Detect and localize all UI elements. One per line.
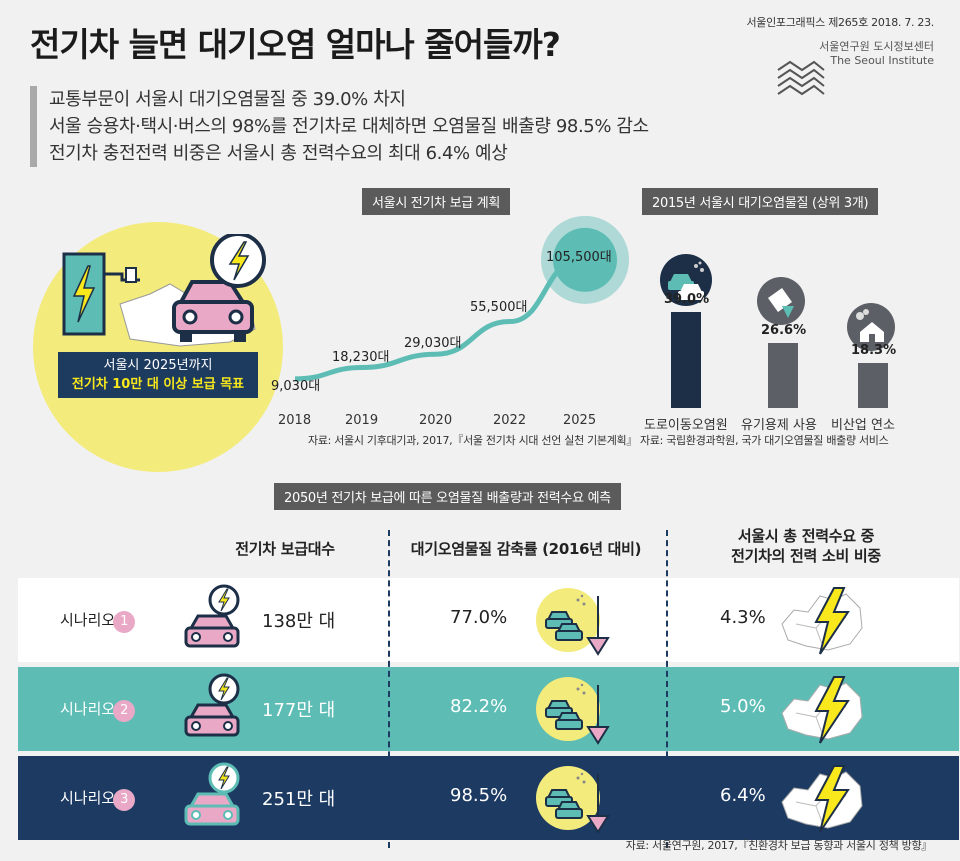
seoul-institute-logo-icon: [777, 60, 825, 96]
scenario-number-badge: 2: [113, 700, 136, 722]
scenario-power-value: 5.0%: [720, 696, 766, 717]
institute-name-en: The Seoul Institute: [830, 54, 934, 67]
pollution-value-label: 26.6%: [761, 322, 807, 338]
scenario-label: 시나리오 3: [60, 787, 136, 811]
scenario-cars-value: 138만 대: [262, 611, 336, 632]
plan-year-label: 2020: [419, 413, 453, 428]
scenario-reduction-value: 98.5%: [450, 785, 508, 806]
scenario-number-badge: 1: [113, 611, 136, 633]
emission-down-icon: [536, 677, 610, 745]
plan-year-label: 2018: [278, 413, 312, 428]
plan-value-label: 105,500대: [546, 249, 612, 265]
pollution-bar: [768, 342, 798, 408]
col-header-power-l2: 전기차의 전력 소비 비중: [731, 547, 881, 565]
pollution-chart-title: 2015년 서울시 대기오염물질 (상위 3개): [642, 188, 879, 215]
plan-value-label: 18,230대: [332, 349, 390, 365]
pollution-category-label: 도로이동오염원: [644, 418, 728, 433]
goal-line-2: 전기차 10만 대 이상 보급 목표: [71, 377, 245, 392]
pollution-value-label: 18.3%: [851, 343, 897, 359]
col-header-cars: 전기차 보급대수: [235, 540, 335, 558]
plan-year-label: 2022: [493, 413, 527, 428]
scenario-label-text: 시나리오: [60, 611, 116, 629]
ev-car-icon: [184, 762, 240, 826]
solvent-bucket-icon: [757, 277, 805, 325]
pollution-bar: [858, 363, 888, 408]
plan-year-label: 2019: [345, 413, 379, 428]
pollution-value-label: 39.0%: [664, 292, 710, 308]
scenario-label: 시나리오 2: [60, 698, 136, 722]
pollution-bar: [671, 312, 701, 408]
plan-chart-title: 서울시 전기차 보급 계획: [362, 188, 511, 215]
scenario-label-text: 시나리오: [60, 700, 116, 718]
plan-year-label: 2025: [563, 413, 597, 428]
scenario-reduction-value: 82.2%: [450, 696, 508, 717]
scenario-cars-value: 177만 대: [262, 700, 336, 721]
goal-line-1: 서울시 2025년까지: [103, 358, 213, 373]
summary-line-3: 전기차 충전전력 비중은 서울시 총 전력수요의 최대 6.4% 예상: [49, 143, 508, 164]
page-title: 전기차 늘면 대기오염 얼마나 줄어들까?: [30, 25, 561, 64]
column-divider-2: [666, 530, 668, 848]
ev-charging-icon: [62, 234, 266, 347]
scenario-cars-value: 251만 대: [262, 789, 336, 810]
col-header-power-l1: 서울시 총 전력수요 중: [737, 527, 875, 545]
house-smoke-icon: [847, 303, 895, 351]
column-divider-1: [388, 530, 390, 848]
plan-value-label: 55,500대: [470, 299, 528, 315]
summary-line-2: 서울 승용차·택시·버스의 98%를 전기차로 대체하면 오염물질 배출량 98…: [49, 116, 649, 137]
pollution-category-label: 비산업 연소: [831, 418, 895, 433]
seoul-map-bolt-icon: [781, 676, 863, 744]
issue-info: 서울인포그래픽스 제265호 2018. 7. 23.: [746, 16, 934, 29]
summary-block: 교통부문이 서울시 대기오염물질 중 39.0% 차지 서울 승용차·택시·버스…: [30, 86, 649, 167]
car-emission-icon: [660, 254, 712, 306]
footer-source: 자료: 서울연구원, 2017,『친환경차 보급 동향과 서울시 정책 방향』: [625, 839, 933, 852]
summary-line-1: 교통부문이 서울시 대기오염물질 중 39.0% 차지: [49, 89, 406, 110]
emission-down-icon: [536, 588, 610, 656]
forecast-title: 2050년 전기차 보급에 따른 오염물질 배출량과 전력수요 예측: [274, 483, 621, 510]
col-header-reduction: 대기오염물질 감축률 (2016년 대비): [410, 540, 642, 558]
ev-car-icon: [184, 673, 240, 737]
institute-name-kr: 서울연구원 도시정보센터: [819, 40, 934, 53]
seoul-map-bolt-icon: [781, 765, 863, 833]
scenario-reduction-value: 77.0%: [450, 607, 508, 628]
plan-source: 자료: 서울시 기후대기과, 2017,『서울 전기차 시대 선언 실천 기본계…: [308, 434, 638, 447]
pollution-source: 자료: 국립환경과학원, 국가 대기오염물질 배출량 서비스: [640, 434, 889, 447]
scenario-power-value: 4.3%: [720, 607, 766, 628]
seoul-map-bolt-icon: [781, 587, 863, 655]
goal-box: 서울시 2025년까지 전기차 10만 대 이상 보급 목표: [58, 352, 258, 398]
ev-car-icon: [184, 584, 240, 648]
scenario-number-badge: 3: [113, 789, 136, 811]
scenario-power-value: 6.4%: [720, 785, 766, 806]
plan-value-label: 29,030대: [404, 336, 462, 352]
plan-value-label: 9,030대: [271, 378, 321, 394]
pollution-category-label: 유기용제 사용: [741, 418, 817, 433]
emission-down-icon: [536, 766, 610, 834]
scenario-label-text: 시나리오: [60, 789, 116, 807]
scenario-label: 시나리오 1: [60, 609, 136, 633]
